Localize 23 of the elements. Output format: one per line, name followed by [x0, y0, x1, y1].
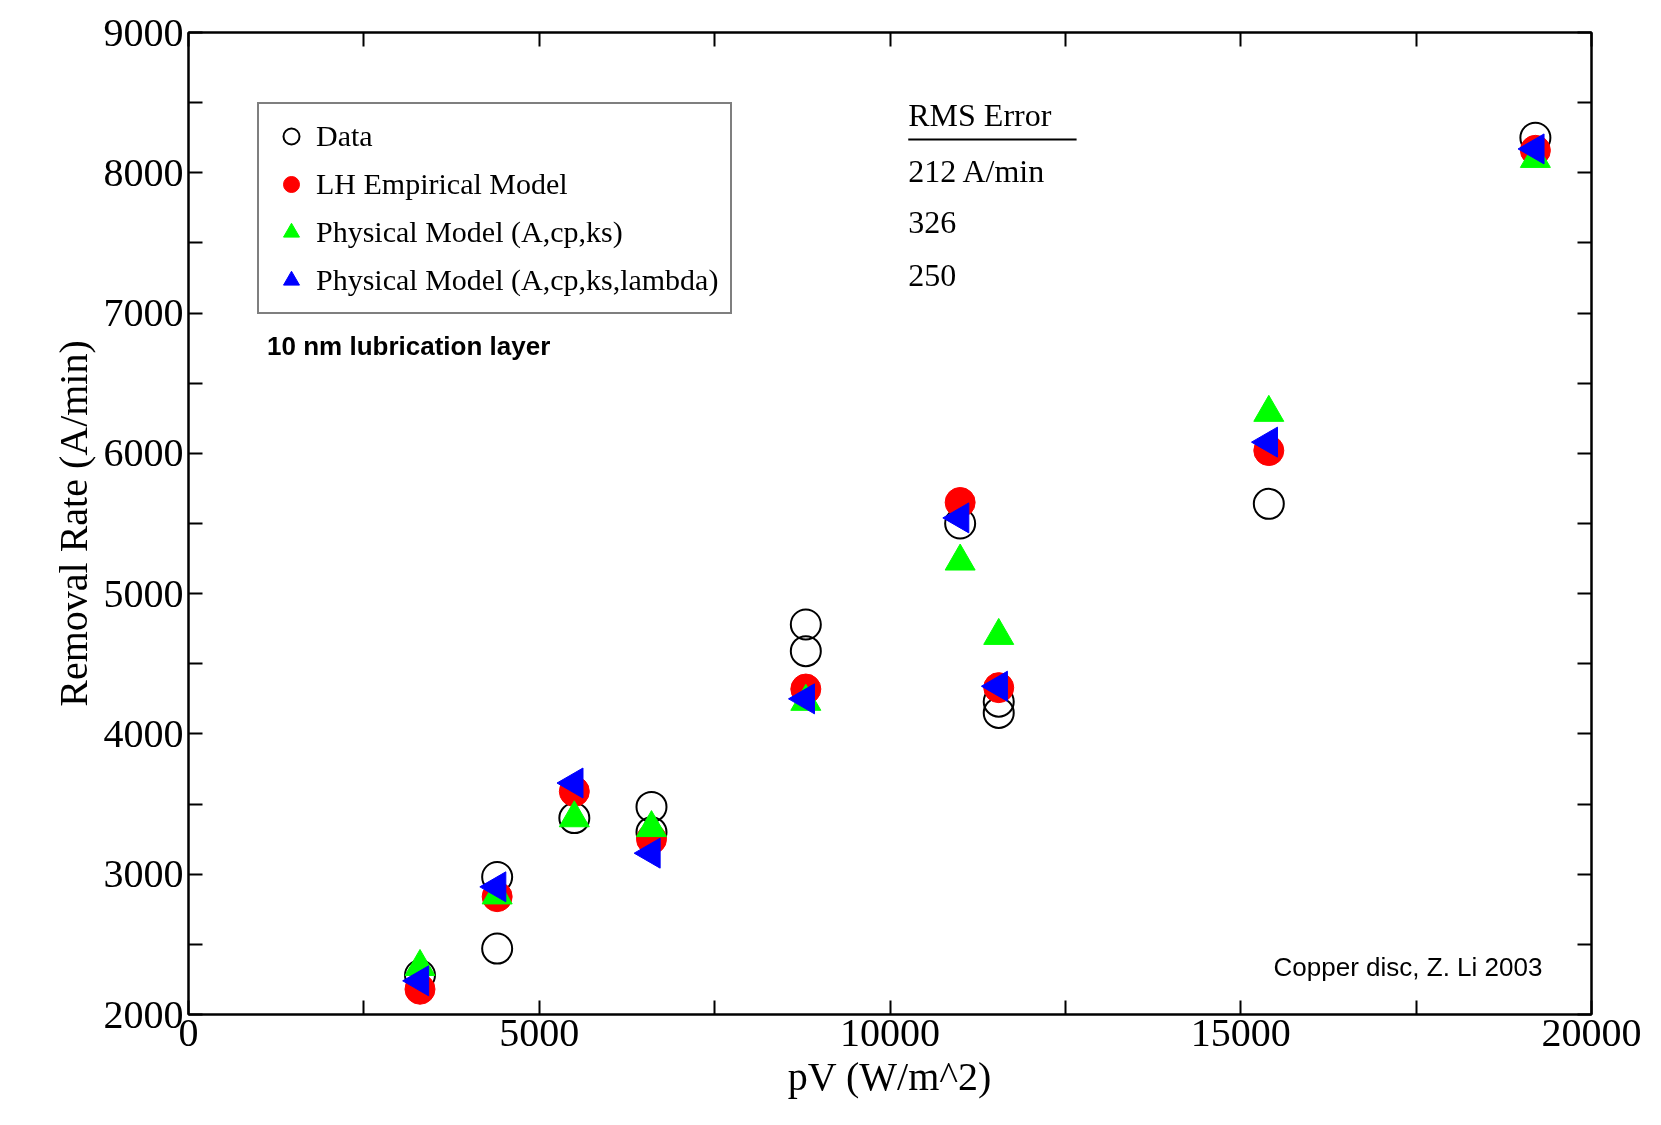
- y-tick-label: 6000: [103, 430, 184, 476]
- annotation: 250: [908, 256, 957, 293]
- x-axis-title: pV (W/m^2): [787, 1053, 992, 1099]
- annotation: 212 A/min: [908, 152, 1045, 189]
- legend-label: LH Empirical Model: [316, 166, 568, 202]
- x-tick-label: 20000: [1541, 1009, 1642, 1055]
- annotation: RMS Error: [908, 96, 1052, 133]
- annotation: 326: [908, 203, 957, 240]
- x-tick-label: 5000: [499, 1009, 580, 1055]
- y-tick-label: 5000: [103, 570, 184, 616]
- y-tick-label: 3000: [103, 851, 184, 897]
- y-tick-label: 9000: [103, 9, 184, 55]
- x-tick-label: 10000: [840, 1009, 940, 1055]
- y-axis-title: Removal Rate (A/min): [50, 340, 96, 707]
- annotation: Copper disc, Z. Li 2003: [1273, 952, 1543, 983]
- legend-label: Physical Model (A,cp,ks,lambda): [316, 262, 719, 298]
- y-tick-label: 7000: [103, 290, 184, 336]
- y-tick-label: 8000: [103, 149, 184, 195]
- x-tick-label: 15000: [1190, 1009, 1291, 1055]
- annotation: 10 nm lubrication layer: [267, 330, 551, 361]
- legend-label: Physical Model (A,cp,ks): [316, 214, 623, 250]
- legend-label: Data: [316, 118, 373, 154]
- y-tick-label: 4000: [103, 710, 184, 756]
